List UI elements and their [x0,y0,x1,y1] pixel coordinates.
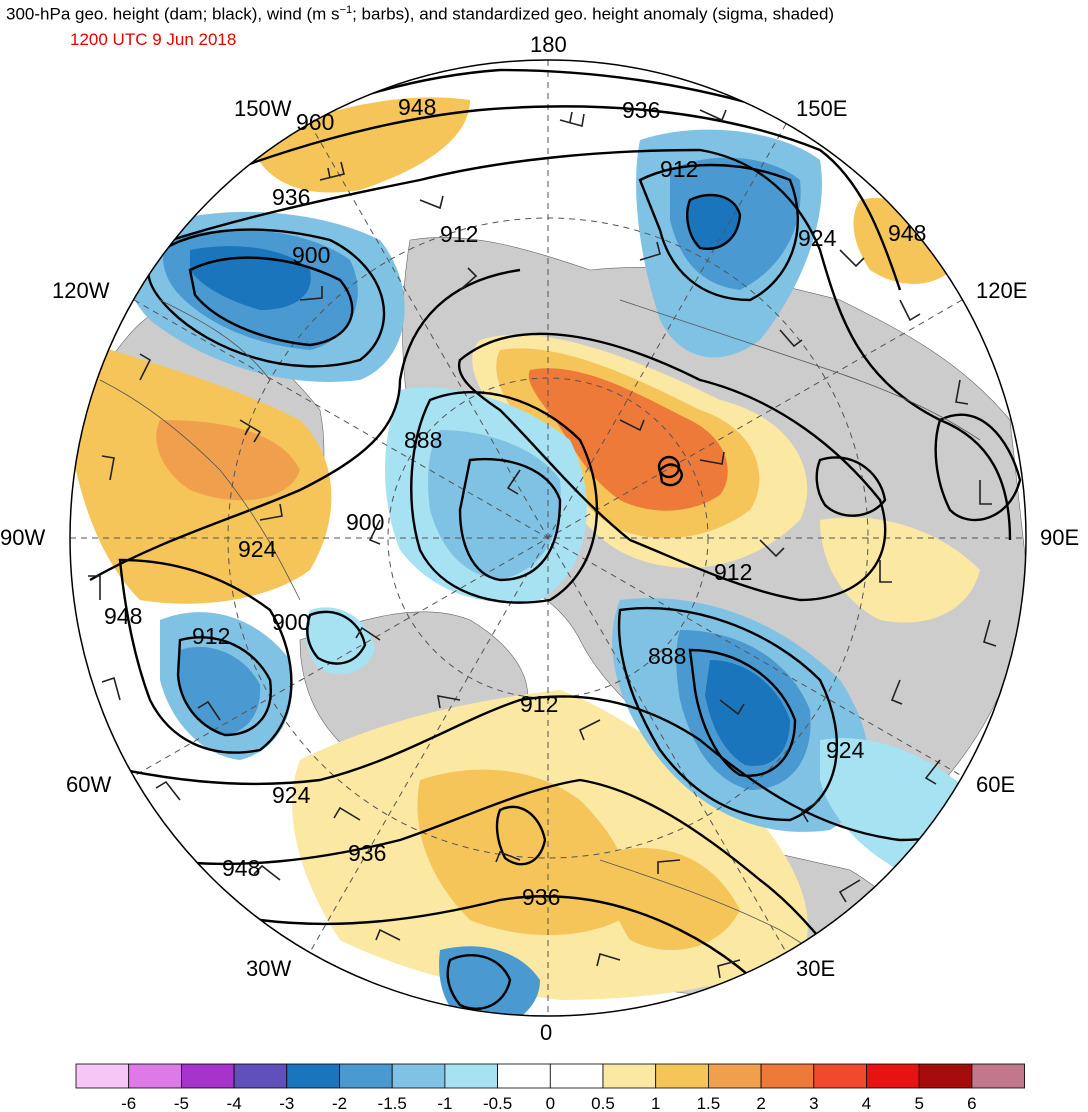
contour-label: 936 [522,884,560,910]
contour-label: 936 [272,184,310,210]
colorbar-swatch [866,1063,920,1089]
contour-label: 888 [404,427,442,453]
contour-label: 948 [104,603,142,629]
lon-label-30w: 30W [246,956,291,981]
colorbar-label: -1 [437,1094,452,1112]
lon-label-90e: 90E [1040,525,1079,550]
positive-anomaly-canada-core [156,420,300,501]
contour-label: 888 [648,643,686,669]
height-contours [79,68,1026,1011]
colorbar-swatch [760,1063,815,1089]
coastlines [99,299,981,1011]
lon-label-180: 180 [530,32,567,57]
colorbar-label: 4 [862,1094,871,1112]
colorbar-label: -0.5 [483,1094,512,1112]
negative-anomaly-alaska-inner [190,246,311,310]
colorbar-swatch [971,1063,1026,1089]
colorbar-label: -5 [174,1094,189,1112]
map-disk [70,60,1026,1016]
lon-label-120w: 120W [52,278,110,303]
colorbar-swatch [180,1063,235,1089]
contour-label: 900 [292,242,330,268]
contour-label: 936 [348,840,386,866]
colorbar-label: 2 [756,1094,765,1112]
graticule [70,60,1026,1016]
colorbar-label: -6 [121,1094,136,1112]
contour-labels: 960 948 936 912 924 948 936 912 900 888 … [104,94,926,910]
contour-label: 948 [398,94,436,120]
colorbar-swatch [813,1063,867,1089]
colorbar-label: 6 [967,1094,976,1112]
contour-label: 948 [222,855,260,881]
colorbar-label: 1 [651,1094,660,1112]
colorbar-swatch [391,1063,446,1089]
colorbar-swatch [497,1063,551,1089]
closed-contour-siberia [657,455,681,479]
lon-label-0: 0 [540,1020,552,1045]
colorbar-swatch [75,1063,130,1089]
chart-title: 300-hPa geo. height (dam; black), wind (… [6,4,835,24]
wind-barbs [88,109,997,979]
negative-anomaly-east-siberia-inner [687,195,740,249]
colorbar-swatch [655,1063,709,1089]
negative-anomaly-greenland-sea [305,607,375,675]
contour-label: 912 [714,559,752,585]
positive-anomaly-central-asia [820,517,980,623]
lon-label-90w: 90W [0,525,45,550]
anomaly-shading [70,97,990,1016]
lon-label-60w: 60W [66,772,111,797]
colorbar-swatch [549,1063,604,1089]
colorbar-label: 1.5 [697,1094,721,1112]
colorbar-label: -1.5 [378,1094,407,1112]
colorbar-swatch [128,1063,182,1089]
negative-anomaly-west-siberia-inner [705,660,790,766]
contour-label: 948 [888,220,926,246]
positive-anomaly-europe [417,769,628,935]
colorbar-swatch [286,1063,340,1089]
colorbar-label: -2 [332,1094,347,1112]
contour-label: 912 [440,221,478,247]
contour-label: 912 [520,691,558,717]
contour-label: 960 [296,109,334,135]
contour-label: 900 [272,609,310,635]
colorbar-label: 3 [809,1094,818,1112]
contour-label: 900 [346,509,384,535]
positive-anomaly-east-europe [611,848,740,950]
valid-time: 1200 UTC 9 Jun 2018 [70,30,237,49]
colorbar-swatch [339,1063,393,1089]
lon-label-30e: 30E [796,956,835,981]
lon-label-120e: 120E [976,278,1027,303]
contour-label: 924 [272,782,311,808]
lon-label-150w: 150W [234,96,292,121]
colorbar-label: -4 [227,1094,242,1112]
colorbar-label: 0.5 [591,1094,615,1112]
contour-label: 924 [798,225,837,251]
longitude-labels: 180 0 90W 90E 150W 120W 150E 120E 60W 30… [0,32,1079,1045]
contour-label: 912 [192,623,230,649]
lon-label-60e: 60E [976,772,1015,797]
positive-anomaly-siberia-inner [528,368,728,511]
colorbar-swatch [708,1063,762,1089]
lon-label-150e: 150E [796,96,847,121]
colorbar-swatch [602,1063,657,1089]
colorbar-label: 0 [546,1094,555,1112]
negative-anomaly-labrador-core [178,646,261,735]
colorbar-swatch [444,1063,498,1089]
contour-label: 912 [660,156,698,182]
colorbar-label: 5 [914,1094,923,1112]
colorbar-label: -3 [279,1094,294,1112]
positive-anomaly-far-east [853,198,960,284]
colorbar: -6 -5 -4 -3 -2 -1.5 -1 -0.5 0 0.5 1 1.5 2 3 4 5 6 [75,1063,1026,1112]
colorbar-swatch [233,1063,288,1089]
colorbar-swatch [918,1063,973,1089]
contour-label: 924 [238,536,277,562]
contour-label: 924 [826,737,865,763]
map-boundary [69,59,1027,1017]
contour-label: 936 [622,97,660,123]
